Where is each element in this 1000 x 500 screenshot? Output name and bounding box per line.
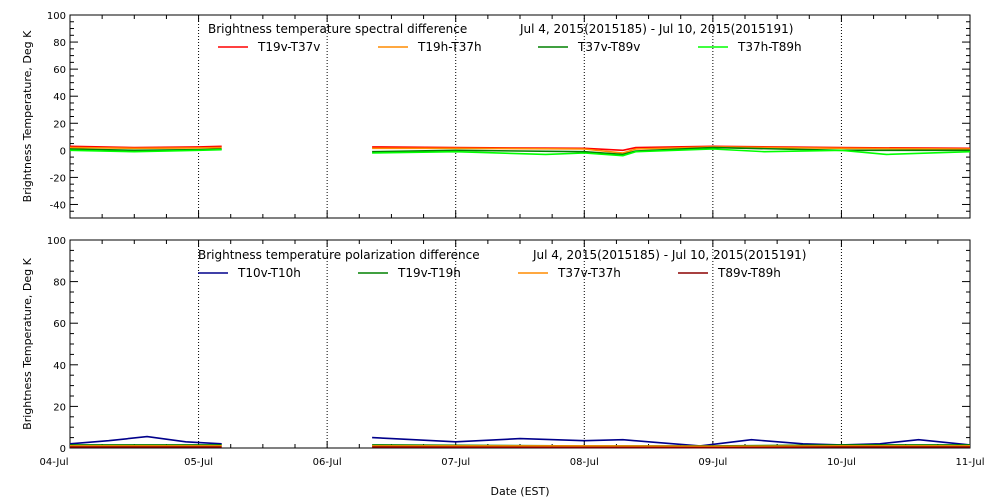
y-tick-label: 100 (47, 11, 66, 22)
x-tick-label: 05-Jul (184, 457, 213, 468)
y-tick-label: 80 (53, 278, 66, 289)
x-tick-label: 08-Jul (570, 457, 599, 468)
y-tick-label: 40 (53, 361, 66, 372)
legend-label: T37v-T37h (557, 266, 621, 280)
plot-frame (69, 14, 971, 219)
x-tick-label: 10-Jul (827, 457, 856, 468)
legend-label: T37v-T89v (577, 40, 640, 54)
chart-date-range: Jul 4, 2015(2015185) - Jul 10, 2015(2015… (532, 248, 806, 262)
x-tick-label: 04-Jul (40, 457, 69, 468)
y-tick-label: 80 (53, 38, 66, 49)
x-tick-label: 06-Jul (313, 457, 342, 468)
legend-label: T19v-T37v (257, 40, 320, 54)
legend-label: T19h-T37h (417, 40, 482, 54)
series-line-t37h-t89h-seg2 (372, 148, 971, 157)
x-tick-label: 07-Jul (441, 457, 470, 468)
series-line-t10v-t10h-seg2 (372, 436, 971, 447)
chart-panel-1: -40 -20 0 20 40 60 80 100 Brightness temperature… (21, 11, 971, 219)
series-line-t19h-t37h-seg1 (69, 146, 222, 150)
y-tick-label: 100 (47, 236, 66, 247)
y-axis-label: Brightness Temperature, Deg K (21, 30, 34, 202)
chart-panel-2: 0 20 40 60 80 100 04-Jul 05-Jul 06-Jul 07-Jul 08-J… (21, 236, 984, 498)
y-tick-label: -40 (50, 200, 66, 211)
legend-label: T89v-T89h (717, 266, 781, 280)
y-tick-label: -20 (50, 173, 66, 184)
chart-title: Brightness temperature polarization diff… (198, 248, 480, 262)
x-tick-label: 11-Jul (956, 457, 985, 468)
x-tick-label: 09-Jul (698, 457, 727, 468)
series-line-t19v-t37v-seg1 (69, 145, 222, 149)
y-axis-label: Brightness Temperature, Deg K (21, 257, 34, 429)
series-line-t19h-t37h-seg2 (372, 146, 971, 154)
legend-label: T37h-T89h (737, 40, 802, 54)
y-tick-label: 20 (53, 119, 66, 130)
chart-title: Brightness temperature spectral differen… (208, 22, 467, 36)
y-tick-label: 20 (53, 402, 66, 413)
y-tick-label: 60 (53, 65, 66, 76)
y-tick-label: 0 (60, 444, 66, 455)
legend-label: T10v-T10h (237, 266, 301, 280)
y-tick-label: 40 (53, 92, 66, 103)
series-line-t89v-t89h-seg2 (372, 446, 970, 449)
plot-frame (69, 239, 971, 449)
x-axis-label: Date (EST) (490, 485, 549, 498)
series-line-t37h-t89h-seg1 (69, 148, 222, 153)
series-line-t10v-t10h-seg1 (69, 435, 222, 445)
y-tick-label: 60 (53, 319, 66, 330)
chart-date-range: Jul 4, 2015(2015185) - Jul 10, 2015(2015… (519, 22, 793, 36)
y-tick-label: 0 (60, 146, 66, 157)
series-line-t37v-t89v-seg2 (372, 146, 970, 156)
legend-label: T19v-T19h (397, 266, 461, 280)
